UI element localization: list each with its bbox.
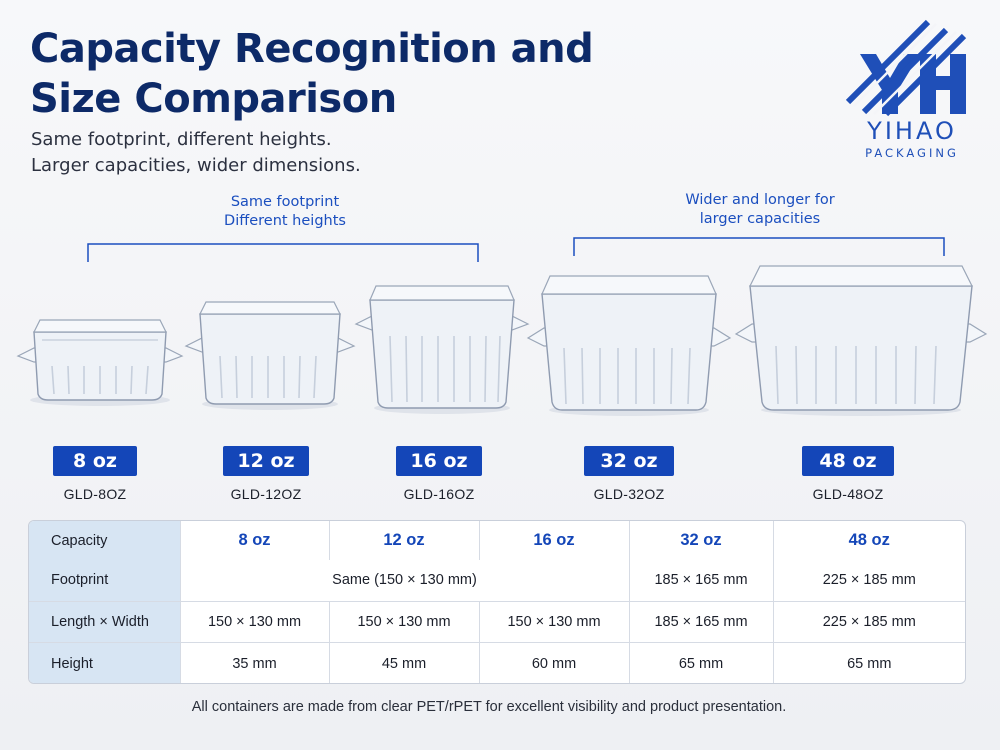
capacity-badge-12oz: 12 oz [223,446,309,476]
capacity-badge-8oz: 8 oz [53,446,137,476]
row-label-footprint: Footprint [29,560,181,602]
cell-height-8oz: 35 mm [180,642,330,683]
cell-capacity-12oz: 12 oz [329,521,480,560]
subtitle-line-1: Same footprint, different heights. [31,129,332,150]
left-bracket [87,243,479,262]
cell-capacity-16oz: 16 oz [479,521,630,560]
row-label-capacity: Capacity [29,521,181,560]
title-line-1: Capacity Recognition and [30,26,594,72]
cell-height-12oz: 45 mm [329,642,480,683]
product-code-16oz: GLD-16OZ [403,486,475,502]
table-row-height: Height 35 mm 45 mm 60 mm 65 mm 65 mm [29,642,965,683]
product-code-48oz: GLD-48OZ [812,486,884,502]
row-label-height: Height [29,642,181,683]
capacity-badge-48oz: 48 oz [802,446,894,476]
page-subtitle: Same footprint, different heights. Large… [31,127,591,179]
cell-lw-48oz: 225 × 185 mm [773,601,965,643]
cell-lw-8oz: 150 × 130 mm [180,601,330,643]
cell-lw-16oz: 150 × 130 mm [479,601,630,643]
subtitle-line-2: Larger capacities, wider dimensions. [31,155,361,176]
right-note-line-2: larger capacities [699,211,821,227]
spec-table: Capacity 8 oz 12 oz 16 oz 32 oz 48 oz Fo… [28,520,966,684]
cell-capacity-48oz: 48 oz [848,531,890,549]
cell-capacity-32oz: 32 oz [629,521,774,560]
page-title: Capacity Recognition and Size Comparison [30,24,670,124]
cell-lw-32oz: 185 × 165 mm [629,601,774,643]
row-label-length-width: Length × Width [29,601,181,643]
table-row-footprint: Footprint Same (150 × 130 mm) 185 × 165 … [29,560,965,602]
cell-height-48oz: 65 mm [847,655,892,672]
cell-height-16oz: 60 mm [479,642,630,683]
table-row-length-width: Length × Width 150 × 130 mm 150 × 130 mm… [29,601,965,643]
yihao-logo-icon [846,19,967,117]
left-note-line-1: Same footprint [230,194,340,210]
container-8oz [16,319,184,406]
brand-name: YIHAO [867,117,957,145]
right-group-note: Wider and longer for larger capacities [640,191,880,229]
left-note-line-2: Different heights [224,213,346,229]
cell-lw-12oz: 150 × 130 mm [329,601,480,643]
product-code-32oz: GLD-32OZ [593,486,665,502]
cell-footprint-shared: Same (150 × 130 mm) [180,560,630,602]
container-16oz [354,285,530,414]
right-note-line-1: Wider and longer for [685,192,835,208]
title-line-2: Size Comparison [30,76,397,122]
cell-capacity-8oz: 8 oz [180,521,330,560]
product-code-8oz: GLD-8OZ [63,486,127,502]
capacity-badge-32oz: 32 oz [584,446,674,476]
product-code-12oz: GLD-12OZ [230,486,302,502]
left-group-note: Same footprint Different heights [170,193,400,231]
capacity-badge-16oz: 16 oz [396,446,482,476]
right-bracket [573,237,945,256]
container-12oz [184,301,356,410]
cell-footprint-48oz: 225 × 185 mm [773,560,965,602]
table-row-capacity: Capacity 8 oz 12 oz 16 oz 32 oz 48 oz [29,521,965,560]
container-48oz [734,265,988,416]
cell-footprint-32oz: 185 × 165 mm [629,560,774,602]
brand-tagline: PACKAGING [865,146,959,160]
cell-height-32oz: 65 mm [629,642,774,683]
container-32oz [526,275,732,416]
footnote: All containers are made from clear PET/r… [191,699,787,715]
